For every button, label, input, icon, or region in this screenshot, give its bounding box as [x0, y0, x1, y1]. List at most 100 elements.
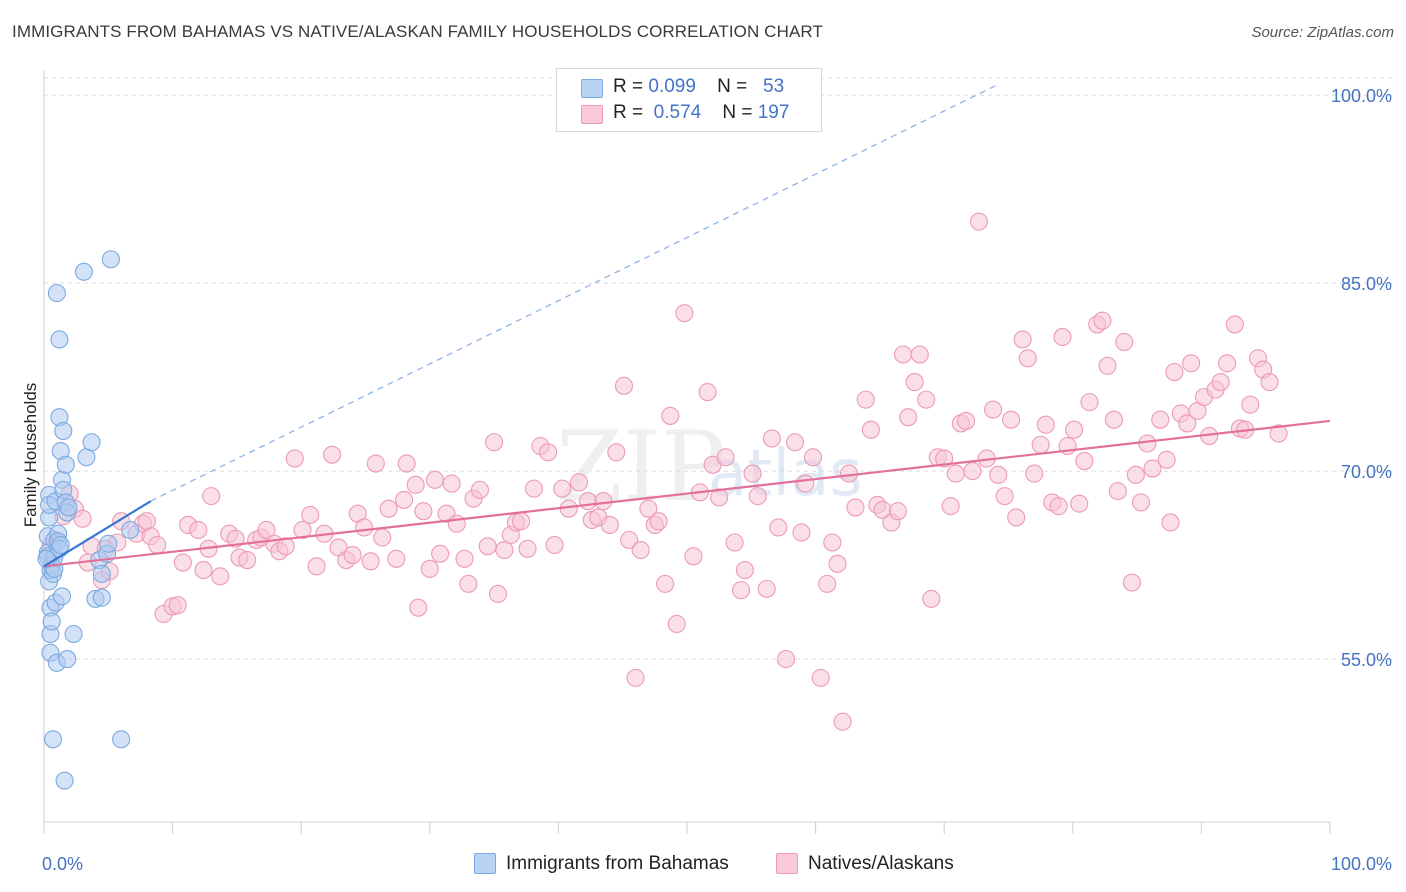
- data-point-natives: [1007, 508, 1026, 527]
- data-point-natives: [137, 512, 156, 531]
- data-point-natives: [684, 547, 703, 566]
- data-point-bahamas: [56, 455, 75, 474]
- data-point-natives: [725, 533, 744, 552]
- y-tick-label: 85.0%: [1341, 274, 1392, 294]
- data-point-bahamas: [47, 284, 66, 303]
- legend-r-value: 0.099: [648, 76, 696, 97]
- data-point-natives: [922, 589, 941, 608]
- data-point-natives: [1108, 482, 1127, 501]
- legend-n-value: 53: [763, 76, 785, 97]
- data-point-bahamas: [92, 564, 111, 583]
- data-point-natives: [1031, 435, 1050, 454]
- data-point-natives: [414, 502, 433, 521]
- data-point-bahamas: [55, 771, 74, 790]
- data-point-natives: [1093, 311, 1112, 330]
- data-point-bahamas: [54, 421, 73, 441]
- data-point-bahamas: [112, 730, 131, 749]
- data-point-natives: [257, 520, 276, 540]
- data-point-natives: [1115, 332, 1134, 352]
- data-point-natives: [757, 579, 776, 598]
- data-point-natives: [387, 549, 406, 568]
- data-point-natives: [1070, 494, 1089, 513]
- data-point-natives: [811, 668, 830, 687]
- data-point-natives: [470, 480, 490, 499]
- data-point-natives: [989, 465, 1008, 484]
- data-point-natives: [833, 712, 852, 731]
- data-point-natives: [420, 559, 439, 578]
- data-point-natives: [495, 540, 514, 560]
- data-point-natives: [276, 537, 295, 556]
- trend-line-bahamas-extension: [150, 84, 998, 502]
- trend-line-natives: [43, 419, 1331, 568]
- trend-line-bahamas: [43, 500, 152, 568]
- data-point-natives: [1260, 373, 1279, 392]
- data-point-natives: [459, 574, 478, 593]
- data-point-natives: [905, 373, 924, 392]
- chart-title: IMMIGRANTS FROM BAHAMAS VS NATIVE/ALASKA…: [12, 22, 823, 41]
- data-point-natives: [524, 479, 544, 498]
- data-point-natives: [1075, 451, 1094, 471]
- x-tick-label: 100.0%: [1331, 854, 1392, 874]
- data-point-natives: [899, 408, 918, 427]
- data-point-natives: [1178, 414, 1197, 433]
- data-point-natives: [910, 345, 929, 364]
- data-point-natives: [1036, 415, 1055, 434]
- data-point-natives: [211, 567, 230, 586]
- data-point-natives: [478, 537, 497, 556]
- data-point-natives: [238, 551, 257, 570]
- data-point-bahamas: [121, 520, 140, 540]
- data-point-natives: [395, 490, 414, 509]
- data-point-natives: [1126, 465, 1145, 484]
- data-point-bahamas: [58, 650, 77, 669]
- data-point-natives: [1269, 424, 1288, 443]
- data-point-natives: [769, 518, 788, 537]
- data-point-natives: [1138, 434, 1157, 453]
- data-point-natives: [301, 505, 320, 524]
- data-point-natives: [828, 554, 847, 573]
- data-point-natives: [762, 429, 781, 448]
- data-point-natives: [366, 454, 385, 473]
- data-point-natives: [1151, 410, 1170, 429]
- data-point-natives: [888, 502, 907, 521]
- y-tick-label: 100.0%: [1331, 86, 1392, 106]
- data-point-natives: [343, 545, 362, 565]
- data-point-natives: [917, 390, 936, 409]
- data-point-natives: [545, 535, 564, 555]
- legend-swatch-pink: [581, 105, 603, 124]
- data-point-natives: [1018, 349, 1037, 368]
- axis-labels: 55.0% 70.0% 85.0% 100.0% 0.0% 100.0% Family Ho…: [21, 86, 1392, 874]
- data-point-natives: [748, 487, 767, 506]
- data-point-bahamas: [43, 730, 63, 749]
- data-point-natives: [1157, 450, 1176, 469]
- data-point-natives: [995, 487, 1014, 506]
- data-point-natives: [1165, 363, 1184, 382]
- data-point-natives: [656, 574, 675, 593]
- data-point-natives: [194, 561, 213, 580]
- series-natives-alaskans: [41, 212, 1288, 731]
- data-point-natives: [1225, 315, 1244, 334]
- data-point-natives: [226, 529, 245, 548]
- data-point-natives: [1049, 497, 1068, 516]
- data-point-natives: [355, 518, 374, 537]
- data-point-natives: [1122, 573, 1142, 592]
- data-point-bahamas: [51, 535, 70, 555]
- legend-n-label: N =: [722, 102, 753, 123]
- data-point-natives: [631, 540, 650, 560]
- data-point-natives: [856, 390, 875, 409]
- data-point-natives: [1218, 354, 1237, 373]
- data-point-natives: [893, 345, 913, 364]
- watermark-atlas: atlas: [708, 437, 863, 511]
- data-point-natives: [1065, 420, 1084, 439]
- data-point-natives: [957, 411, 976, 430]
- data-point-natives: [202, 487, 221, 506]
- data-point-natives: [861, 420, 880, 439]
- data-point-natives: [1025, 464, 1044, 483]
- data-point-natives: [488, 584, 508, 603]
- data-point-natives: [614, 376, 634, 395]
- data-point-natives: [578, 492, 598, 511]
- data-point-natives: [941, 497, 960, 516]
- y-tick-label: 55.0%: [1341, 650, 1392, 670]
- data-point-natives: [518, 539, 537, 558]
- data-point-natives: [935, 449, 954, 468]
- data-point-natives: [189, 520, 208, 540]
